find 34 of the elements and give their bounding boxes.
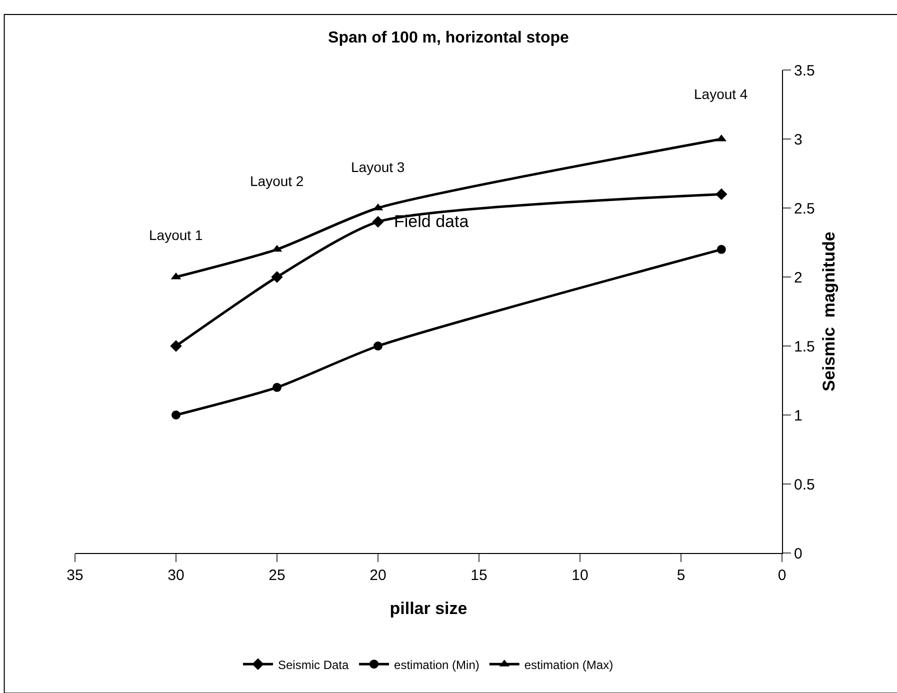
point [172, 410, 180, 420]
y-tick-label: 3.5 [794, 62, 815, 80]
point [716, 188, 728, 200]
chart-title: Span of 100 m, horizontal stope [328, 29, 570, 46]
annotation: Layout 3 [351, 159, 405, 175]
x-axis-title: pillar size [390, 599, 468, 618]
y-tick-label: 0 [794, 545, 802, 562]
point [374, 342, 382, 350]
x-tick-label: 30 [168, 567, 184, 584]
y-tick-label: 1 [794, 407, 802, 424]
annotation: Layout 1 [149, 227, 203, 243]
point [170, 340, 182, 352]
point [716, 244, 726, 254]
legend-label: Seismic Data [278, 658, 350, 672]
x-tick-label: 25 [268, 567, 286, 584]
annotation: Layout 2 [250, 173, 304, 189]
x-tick-label: 0 [778, 567, 786, 584]
x-tick-label: 20 [370, 567, 386, 584]
y-tick-label: 0.5 [794, 476, 815, 494]
point [271, 271, 283, 283]
y-axis-title: Seismic magnitude [820, 232, 838, 392]
y-tick-label: 2.5 [794, 200, 815, 218]
legend-label: estimation (Min) [394, 658, 480, 672]
point [372, 216, 384, 228]
legend-label: estimation (Max) [524, 658, 614, 672]
x-tick-label: 15 [470, 567, 488, 584]
y-tick-label: 2 [794, 269, 802, 286]
x-tick-label: 5 [676, 567, 686, 584]
x-tick-label: 35 [66, 567, 84, 584]
y-tick-label: 3 [794, 131, 802, 148]
x-tick-label: 10 [572, 567, 588, 584]
point [272, 382, 282, 392]
y-tick-label: 1.5 [794, 338, 815, 356]
annotation: Layout 4 [694, 86, 748, 102]
